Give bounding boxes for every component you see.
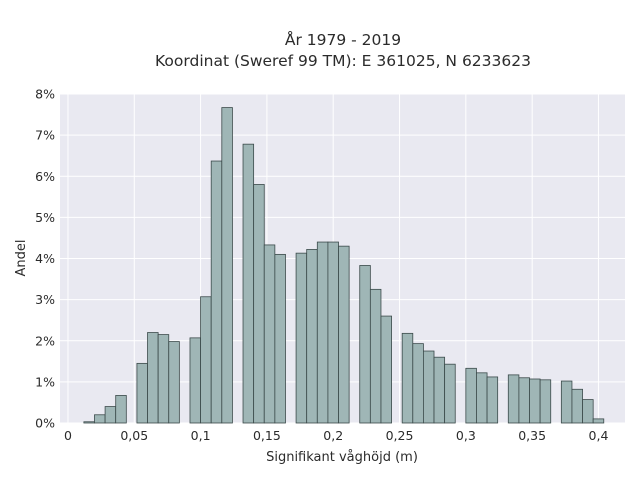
histogram-bar bbox=[486, 376, 499, 424]
histogram-bar bbox=[401, 332, 414, 424]
histogram-bar bbox=[94, 414, 106, 424]
x-tick-label: 0,1 bbox=[191, 428, 211, 443]
histogram-bar bbox=[369, 288, 382, 424]
histogram-bar bbox=[157, 334, 170, 424]
y-tick-label: 2% bbox=[35, 333, 55, 348]
y-axis-ticks: 0% 1% 2% 3% 4% 5% 6% 7% 8% bbox=[35, 87, 55, 431]
histogram-bar bbox=[539, 379, 552, 424]
x-tick-label: 0,3 bbox=[456, 428, 476, 443]
histogram-bar bbox=[104, 406, 117, 424]
y-tick-label: 6% bbox=[35, 169, 55, 184]
histogram-bar bbox=[253, 184, 265, 424]
y-tick-label: 5% bbox=[35, 210, 55, 225]
x-tick-label: 0,15 bbox=[253, 428, 281, 443]
y-tick-label: 7% bbox=[35, 128, 55, 143]
y-tick-label: 8% bbox=[35, 87, 55, 102]
histogram-bar bbox=[560, 380, 573, 424]
histogram-bar bbox=[83, 421, 95, 424]
histogram-bar bbox=[507, 374, 520, 424]
x-axis-label: Signifikant våghöjd (m) bbox=[266, 450, 418, 465]
histogram-bar bbox=[444, 363, 456, 424]
y-tick-label: 0% bbox=[35, 416, 55, 431]
histogram-bar bbox=[423, 350, 435, 424]
histogram-bar bbox=[147, 332, 159, 424]
chart-title-line1: År 1979 - 2019 bbox=[285, 30, 401, 49]
histogram-bar bbox=[136, 362, 148, 424]
histogram-bar bbox=[168, 341, 180, 424]
histogram-bar bbox=[529, 378, 541, 424]
histogram-bar bbox=[592, 418, 605, 424]
histogram-bar bbox=[465, 367, 477, 424]
histogram-bar bbox=[221, 107, 233, 424]
histogram-bar bbox=[338, 245, 350, 424]
histogram-bar bbox=[242, 143, 255, 424]
histogram-bar bbox=[359, 265, 371, 424]
histogram-bar bbox=[210, 160, 223, 424]
histogram-bar bbox=[518, 377, 530, 424]
histogram-bar bbox=[200, 296, 212, 424]
histogram-bar bbox=[582, 399, 594, 424]
histogram-bar bbox=[380, 315, 392, 424]
x-tick-label: 0,05 bbox=[120, 428, 148, 443]
histogram-bar bbox=[433, 356, 446, 424]
histogram-bar bbox=[327, 241, 339, 424]
histogram-bar bbox=[115, 395, 127, 424]
bars bbox=[83, 107, 605, 424]
histogram-bar bbox=[295, 252, 308, 424]
y-axis-label: Andel bbox=[14, 240, 29, 277]
histogram-bar bbox=[306, 249, 318, 424]
chart-title-line2: Koordinat (Sweref 99 TM): E 361025, N 62… bbox=[155, 52, 531, 70]
histogram-bar bbox=[263, 244, 276, 424]
histogram-bar bbox=[412, 343, 424, 424]
histogram-bar bbox=[274, 253, 286, 424]
x-tick-label: 0,35 bbox=[518, 428, 546, 443]
x-tick-label: 0,25 bbox=[386, 428, 414, 443]
x-tick-label: 0,4 bbox=[589, 428, 609, 443]
histogram-bar bbox=[571, 388, 583, 424]
histogram-bar bbox=[189, 337, 201, 424]
y-tick-label: 4% bbox=[35, 251, 55, 266]
histogram-bar bbox=[476, 372, 488, 424]
histogram-bar bbox=[316, 241, 329, 424]
x-tick-label: 0 bbox=[64, 428, 72, 443]
y-tick-label: 3% bbox=[35, 292, 55, 307]
x-tick-label: 0,2 bbox=[323, 428, 343, 443]
y-tick-label: 1% bbox=[35, 374, 55, 389]
x-axis-ticks: 0 0,05 0,1 0,15 0,2 0,25 0,3 0,35 0,4 bbox=[64, 428, 608, 443]
